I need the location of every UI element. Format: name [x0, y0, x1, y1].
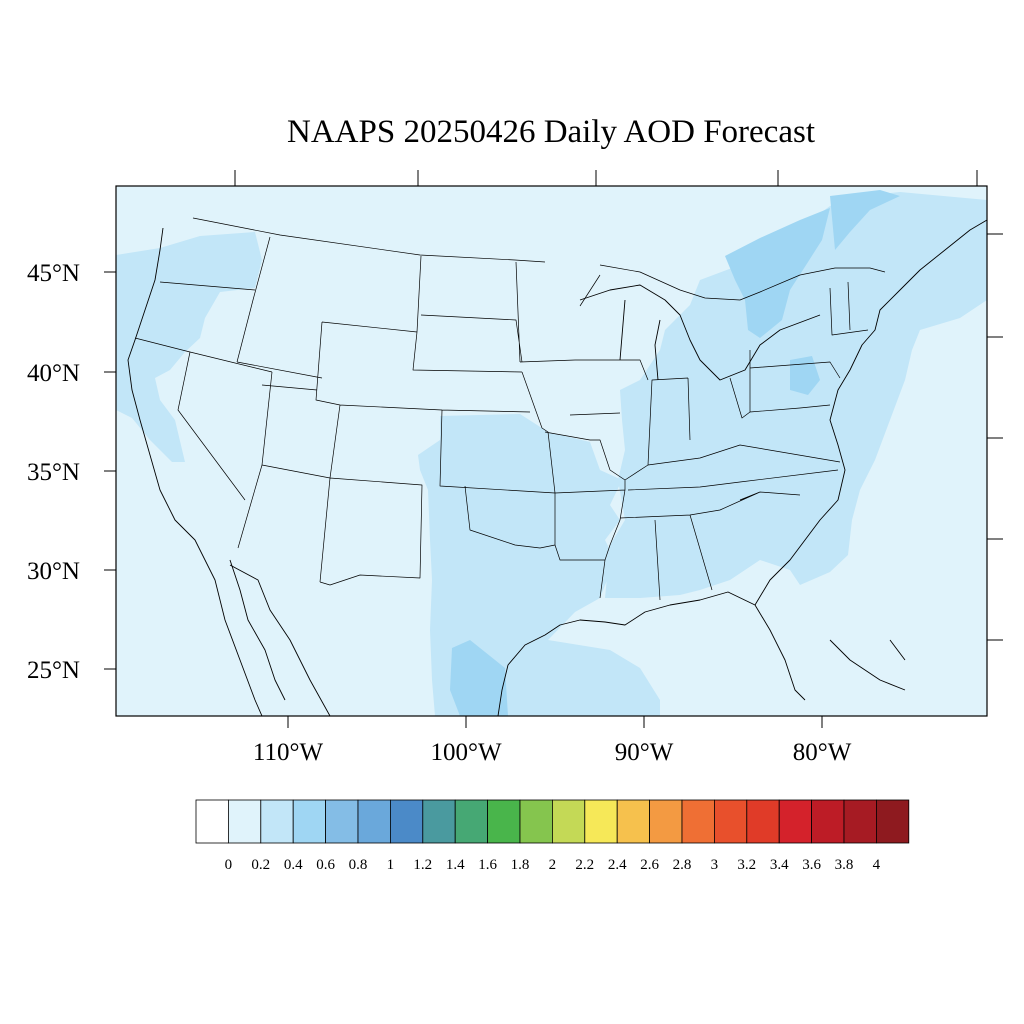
colorbar-label: 1.8	[511, 857, 530, 873]
caribbean-islands	[829, 639, 906, 691]
colorbar-label: 1	[387, 857, 395, 873]
colorbar-swatch	[292, 799, 327, 844]
colorbar-swatch	[195, 799, 229, 844]
colorbar-swatch	[325, 799, 359, 844]
us-canada-border-east	[599, 264, 886, 301]
colorbar-label: 3.2	[737, 857, 756, 873]
colorbar-label: 1.4	[446, 857, 465, 873]
colorbar-label: 2.2	[575, 857, 594, 873]
lat-tick-label: 30°N	[27, 558, 80, 585]
figure-title: NAAPS 20250426 Daily AOD Forecast	[287, 114, 815, 150]
colorbar-swatch	[616, 799, 651, 844]
colorbar-label: 0.2	[251, 857, 270, 873]
colorbar-label: 2.8	[673, 857, 692, 873]
colorbar-label: 3.6	[802, 857, 821, 873]
aod-region-pennsylvania	[790, 356, 820, 395]
colorbar-swatch	[649, 799, 683, 844]
colorbar-swatch	[260, 799, 294, 844]
colorbar-label: 1.2	[413, 857, 432, 873]
colorbar-swatch	[714, 799, 748, 844]
lat-tick-label: 45°N	[27, 260, 80, 287]
lon-tick-label: 110°W	[253, 739, 324, 766]
colorbar-swatch	[778, 799, 813, 844]
colorbar-label: 0.4	[284, 857, 303, 873]
aod-region-quebec-plume	[725, 208, 830, 338]
gulf-of-california-east	[229, 564, 331, 716]
colorbar-swatch	[681, 799, 715, 844]
aod-field	[116, 186, 987, 716]
colorbar-label: 0	[225, 857, 233, 873]
us-canada-border	[192, 217, 546, 263]
axis-ticks	[104, 170, 1003, 728]
colorbar-swatch	[357, 799, 391, 844]
aod-region-eastern-us	[605, 192, 987, 598]
colorbar-swatch	[876, 799, 910, 844]
coastlines	[127, 219, 987, 716]
colorbar-swatch	[487, 799, 521, 844]
aod-region-west-coast	[116, 232, 262, 462]
colorbar-label: 3	[711, 857, 719, 873]
colorbar-swatch	[454, 799, 489, 844]
lat-tick-label: 40°N	[27, 360, 80, 387]
colorbar-label: 3.4	[770, 857, 789, 873]
colorbar-swatch	[746, 799, 780, 844]
colorbar: 0 0.2 0.4 0.6 0.8 1 1.2 1.4 1.6 1.8 2 2.2 2.4 2.6 2.8 3…	[195, 799, 910, 873]
aod-region-south-texas	[450, 640, 508, 716]
colorbar-label: 2.4	[608, 857, 627, 873]
colorbar-swatch	[519, 799, 553, 844]
colorbar-label: 1.6	[478, 857, 497, 873]
colorbar-label: 0.8	[349, 857, 368, 873]
lon-tick-label: 90°W	[615, 739, 674, 766]
gulf-coastline	[497, 591, 806, 716]
colorbar-swatch	[584, 799, 618, 844]
aod-region-northeast-plume	[830, 190, 900, 250]
colorbar-label: 4	[873, 857, 881, 873]
colorbar-label: 3.8	[835, 857, 854, 873]
colorbar-label: 0.6	[316, 857, 335, 873]
lon-tick-label: 80°W	[793, 739, 852, 766]
lon-tick-label: 100°W	[430, 739, 501, 766]
colorbar-label: 2	[549, 857, 557, 873]
state-borders	[134, 217, 886, 601]
colorbar-swatch	[389, 799, 424, 844]
aod-region-southern-plains	[418, 414, 660, 716]
pacific-coastline	[127, 227, 263, 716]
lat-tick-label: 25°N	[27, 657, 80, 684]
map-frame	[115, 185, 988, 717]
colorbar-swatch	[843, 799, 877, 844]
colorbar-label: 2.6	[640, 857, 659, 873]
colorbar-swatch	[811, 799, 845, 844]
great-lakes-shores	[579, 284, 821, 381]
gulf-of-california-west	[229, 559, 286, 701]
colorbar-swatch	[227, 799, 262, 844]
lat-tick-label: 35°N	[27, 459, 80, 486]
colorbar-swatch	[552, 799, 586, 844]
atlantic-coastline	[754, 219, 987, 606]
colorbar-swatch	[422, 799, 456, 844]
